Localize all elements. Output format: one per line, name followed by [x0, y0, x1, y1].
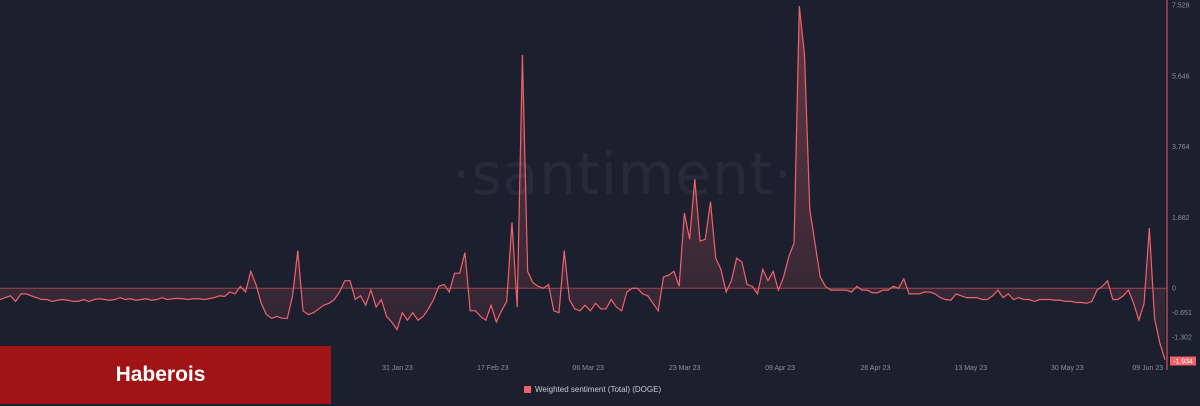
series-area — [0, 6, 1165, 360]
y-tick-label: 5.646 — [1172, 73, 1190, 80]
chart-legend[interactable]: Weighted sentiment (Total) (DOGE) — [524, 385, 661, 394]
y-axis-ticks: 7.528 5.646 3.764 1.882 0 -0.651 -1.302 — [1172, 3, 1192, 342]
x-tick-label: 09 Jun 23 — [1132, 365, 1163, 372]
x-tick-label: 06 Mar 23 — [572, 365, 604, 372]
x-tick-label: 17 Feb 23 — [477, 365, 509, 372]
y-tick-label: 7.528 — [1172, 3, 1190, 10]
x-tick-label: 09 Apr 23 — [765, 365, 795, 372]
y-tick-label: 1.882 — [1172, 215, 1190, 222]
x-tick-label: 13 May 23 — [954, 365, 987, 372]
brand-banner: Haberois — [0, 346, 331, 404]
y-tick-label: -1.302 — [1172, 335, 1192, 342]
current-value-badge — [1170, 356, 1196, 366]
y-tick-label: 3.764 — [1172, 144, 1190, 151]
legend-swatch — [524, 386, 531, 393]
brand-label: Haberois — [115, 363, 206, 386]
y-tick-label: 0 — [1172, 286, 1176, 293]
current-value-label: -1.934 — [1173, 359, 1193, 366]
x-tick-label: 26 Apr 23 — [860, 365, 890, 372]
series-line — [0, 5, 1166, 360]
x-tick-label: 23 Mar 23 — [669, 365, 701, 372]
x-tick-label: 31 Jan 23 — [382, 365, 413, 372]
y-tick-label: -0.651 — [1172, 310, 1192, 317]
x-tick-label: 30 May 23 — [1051, 365, 1084, 372]
legend-label: Weighted sentiment (Total) (DOGE) — [535, 385, 662, 394]
